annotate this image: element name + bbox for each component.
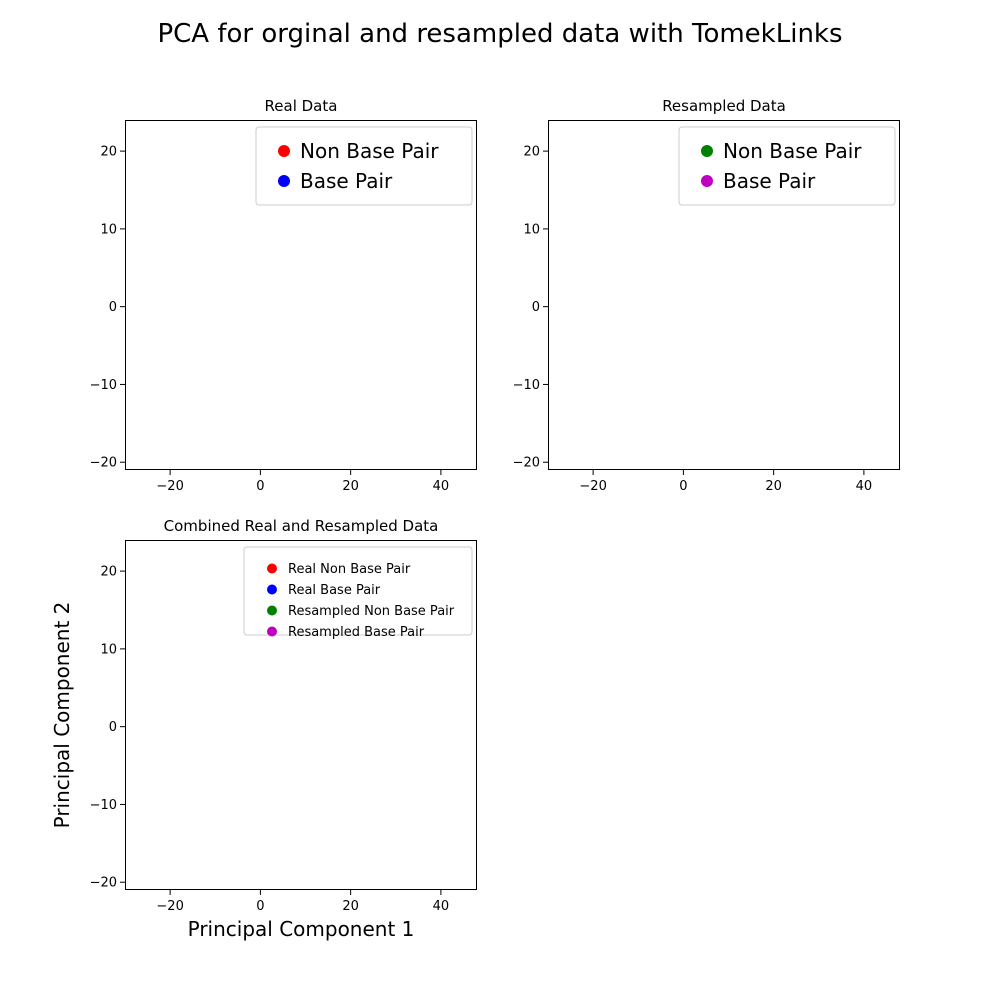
x-tick-label: 0 bbox=[256, 479, 264, 494]
x-tick-label: 20 bbox=[342, 479, 359, 494]
legend-marker bbox=[278, 145, 290, 157]
legend-marker bbox=[278, 175, 290, 187]
figure-title: PCA for orginal and resampled data with … bbox=[157, 19, 842, 49]
subplot-title: Real Data bbox=[265, 97, 338, 115]
legend-label: Non Base Pair bbox=[300, 139, 439, 163]
y-tick-label: 10 bbox=[100, 222, 117, 237]
subplot-grid: −20 0 20 40 −20 −10 0 10 20 Real Data Non Base Pai… bbox=[50, 97, 900, 941]
y-tick-label: −20 bbox=[90, 456, 117, 471]
legend-label: Base Pair bbox=[300, 169, 393, 193]
legend-box bbox=[255, 126, 473, 206]
legend: Non Base Pair Base Pair bbox=[255, 126, 473, 206]
y-tick-label: 20 bbox=[100, 145, 117, 160]
subplot-1: −20 0 20 40 −20 −10 0 10 20 Real Data Non Base Pai… bbox=[90, 97, 477, 494]
x-tick-label: 40 bbox=[433, 479, 450, 494]
y-tick-label: 0 bbox=[109, 300, 117, 315]
y-tick-label: −10 bbox=[90, 378, 117, 393]
x-tick-label: −20 bbox=[156, 479, 183, 494]
